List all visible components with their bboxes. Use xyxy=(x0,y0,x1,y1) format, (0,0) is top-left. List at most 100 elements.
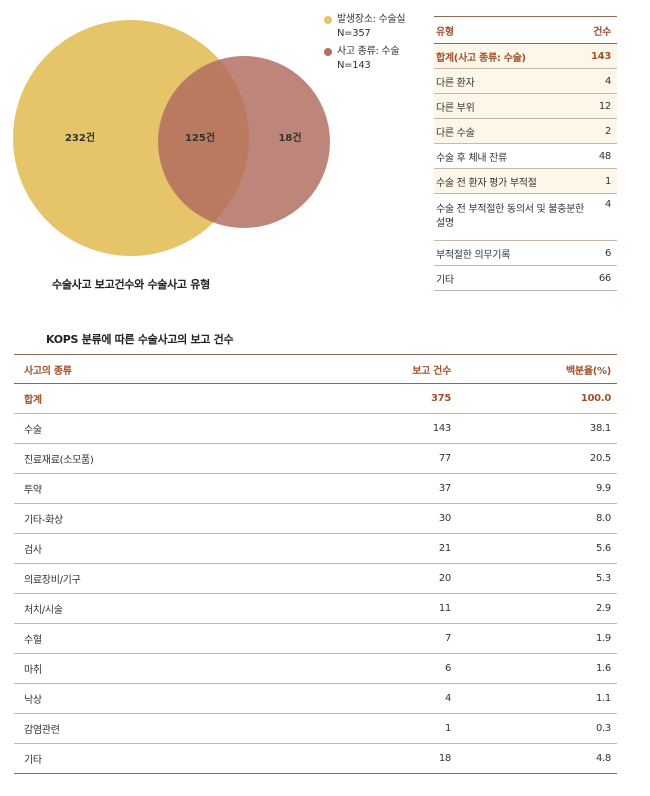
table-row-total: 합계(사고 종류: 수술) 143 xyxy=(434,43,617,69)
table-row: 기타 66 xyxy=(434,265,617,291)
table-row: 진료재료(소모품) 77 20.5 xyxy=(14,443,617,474)
legend-item-surgery-room: 발생장소: 수술실 N=357 xyxy=(324,13,406,41)
table-row: 수술 후 체내 잔류 48 xyxy=(434,143,617,169)
row-percent: 100.0 xyxy=(451,383,617,414)
row-kind: 처치/시술 xyxy=(14,593,321,624)
table-row: 마취 6 1.6 xyxy=(14,653,617,684)
legend-sub: N=357 xyxy=(337,28,371,39)
venn-right-count: 18건 xyxy=(278,131,301,144)
percent-header: 백분율(%) xyxy=(451,354,617,384)
row-type: 수술 전 부적절한 동의서 및 불충분한 설명 xyxy=(434,193,590,241)
row-count: 1 xyxy=(321,713,451,744)
row-count: 30 xyxy=(321,503,451,534)
row-count: 143 xyxy=(321,413,451,444)
row-percent: 1.1 xyxy=(451,683,617,714)
legend-label: 사고 종류: 수술 xyxy=(337,46,400,57)
kind-header: 사고의 종류 xyxy=(14,354,321,384)
table-row: 기타 18 4.8 xyxy=(14,743,617,774)
table-row: 감염관련 1 0.3 xyxy=(14,713,617,744)
row-percent: 8.0 xyxy=(451,503,617,534)
row-kind: 의료장비/기구 xyxy=(14,563,321,594)
venn-diagram: 232건 125건 18건 xyxy=(13,20,330,256)
venn-legend: 발생장소: 수술실 N=357 사고 종류: 수술 N=143 xyxy=(324,13,406,77)
kops-table: 사고의 종류 보고 건수 백분율(%) 합계 375 100.0 수술 143 … xyxy=(14,354,617,774)
row-kind: 마취 xyxy=(14,653,321,684)
row-kind: 투약 xyxy=(14,473,321,504)
legend-dot-icon xyxy=(324,16,332,24)
table-row: 기타-화상 30 8.0 xyxy=(14,503,617,534)
row-count: 21 xyxy=(321,533,451,564)
row-type: 합계(사고 종류: 수술) xyxy=(434,43,590,69)
row-count: 6 xyxy=(321,653,451,684)
row-percent: 1.6 xyxy=(451,653,617,684)
row-count: 20 xyxy=(321,563,451,594)
row-count: 48 xyxy=(589,143,617,169)
row-count: 1 xyxy=(589,168,617,194)
row-percent: 2.9 xyxy=(451,593,617,624)
row-percent: 5.3 xyxy=(451,563,617,594)
table-row: 투약 37 9.9 xyxy=(14,473,617,504)
row-type: 부적절한 의무기록 xyxy=(434,240,590,266)
table-row: 검사 21 5.6 xyxy=(14,533,617,564)
table-row: 부적절한 의무기록 6 xyxy=(434,240,617,266)
table-row: 수혈 7 1.9 xyxy=(14,623,617,654)
row-percent: 4.8 xyxy=(451,743,617,774)
table-row: 처치/시술 11 2.9 xyxy=(14,593,617,624)
table-row-total: 합계 375 100.0 xyxy=(14,383,617,414)
row-type: 다른 환자 xyxy=(434,68,590,94)
table-row: 수술 전 환자 평가 부적절 1 xyxy=(434,168,617,194)
row-count: 37 xyxy=(321,473,451,504)
venn-caption: 수술사고 보고건수와 수술사고 유형 xyxy=(52,278,210,291)
table-row: 수술 143 38.1 xyxy=(14,413,617,444)
row-kind: 기타 xyxy=(14,743,321,774)
row-kind: 낙상 xyxy=(14,683,321,714)
row-count: 4 xyxy=(589,193,617,241)
type-header: 유형 xyxy=(434,16,590,44)
table-row: 의료장비/기구 20 5.3 xyxy=(14,563,617,594)
row-count: 7 xyxy=(321,623,451,654)
row-kind: 합계 xyxy=(14,383,321,414)
row-type: 다른 부위 xyxy=(434,93,590,119)
table-row: 수술 전 부적절한 동의서 및 불충분한 설명 4 xyxy=(434,193,617,241)
row-count: 143 xyxy=(589,43,617,69)
row-count: 4 xyxy=(589,68,617,94)
row-percent: 20.5 xyxy=(451,443,617,474)
table-row: 다른 수술 2 xyxy=(434,118,617,144)
venn-overlap-count: 125건 xyxy=(185,131,215,144)
row-percent: 38.1 xyxy=(451,413,617,444)
main-table-title: KOPS 분류에 따른 수술사고의 보고 건수 xyxy=(46,333,234,346)
row-kind: 감염관련 xyxy=(14,713,321,744)
legend-item-surgery-type: 사고 종류: 수술 N=143 xyxy=(324,45,405,73)
row-percent: 5.6 xyxy=(451,533,617,564)
row-count: 6 xyxy=(589,240,617,266)
venn-left-count: 232건 xyxy=(65,131,95,144)
row-count: 11 xyxy=(321,593,451,624)
row-type: 다른 수술 xyxy=(434,118,590,144)
surgery-type-table: 유형 건수 합계(사고 종류: 수술) 143 다른 환자 4 다른 부위 12… xyxy=(434,16,617,291)
row-percent: 9.9 xyxy=(451,473,617,504)
row-kind: 기타-화상 xyxy=(14,503,321,534)
row-count: 12 xyxy=(589,93,617,119)
table-row: 낙상 4 1.1 xyxy=(14,683,617,714)
table-row: 다른 부위 12 xyxy=(434,93,617,119)
count-header: 건수 xyxy=(589,16,617,44)
table-row: 다른 환자 4 xyxy=(434,68,617,94)
row-percent: 1.9 xyxy=(451,623,617,654)
legend-label: 발생장소: 수술실 xyxy=(337,14,406,25)
row-count: 4 xyxy=(321,683,451,714)
row-percent: 0.3 xyxy=(451,713,617,744)
row-kind: 수술 xyxy=(14,413,321,444)
row-count: 18 xyxy=(321,743,451,774)
row-kind: 진료재료(소모품) xyxy=(14,443,321,474)
row-kind: 검사 xyxy=(14,533,321,564)
row-count: 2 xyxy=(589,118,617,144)
row-kind: 수혈 xyxy=(14,623,321,654)
report-count-header: 보고 건수 xyxy=(321,354,451,384)
venn-circle-surgery-type xyxy=(158,56,330,228)
row-count: 375 xyxy=(321,383,451,414)
legend-sub: N=143 xyxy=(337,60,371,71)
row-type: 수술 후 체내 잔류 xyxy=(434,143,590,169)
row-count: 77 xyxy=(321,443,451,474)
row-type: 기타 xyxy=(434,265,590,291)
row-type: 수술 전 환자 평가 부적절 xyxy=(434,168,590,194)
